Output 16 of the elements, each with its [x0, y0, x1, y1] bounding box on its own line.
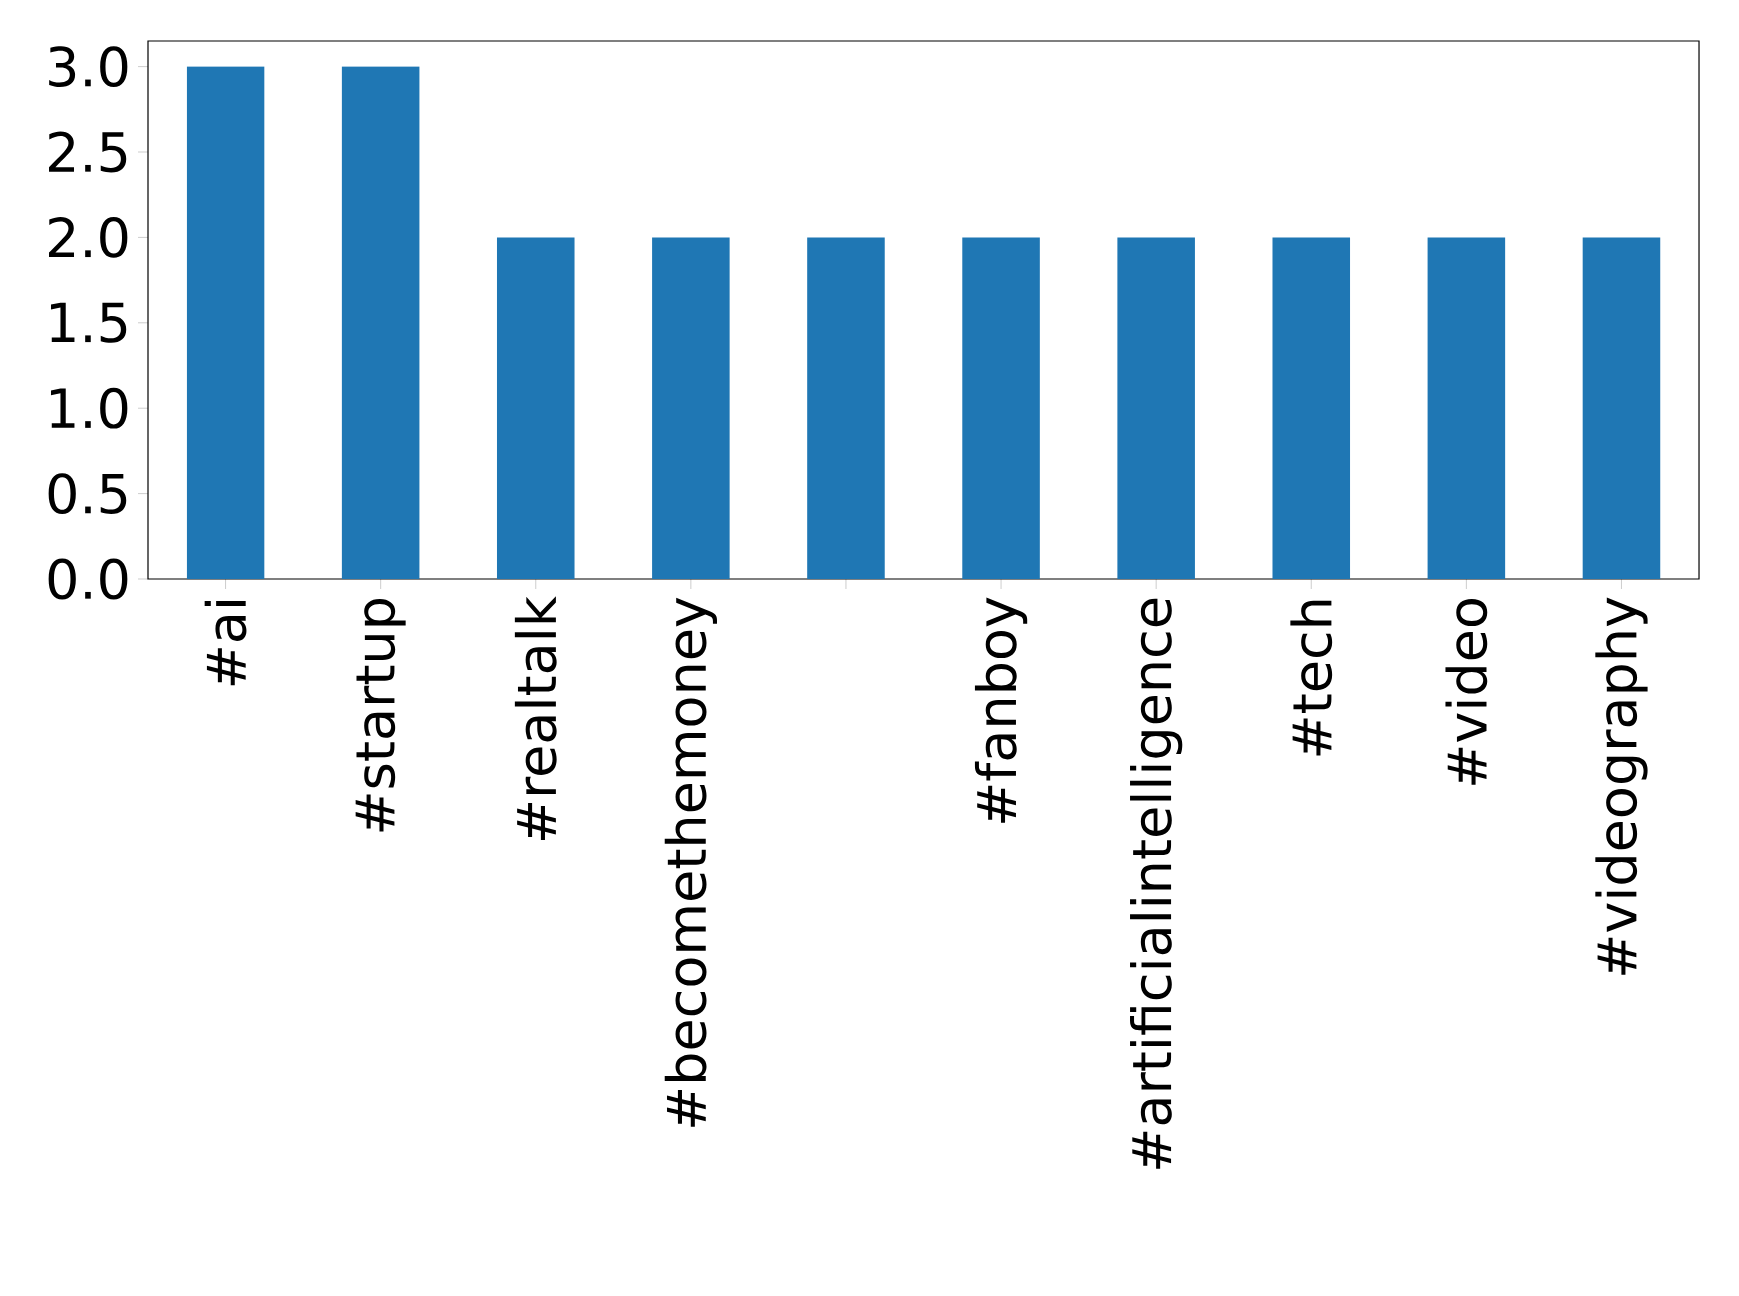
x-tick-label: #ai — [204, 601, 247, 686]
x-tick-label: #becomethemoney — [664, 597, 717, 1127]
y-tick-label: 1.0 — [50, 387, 128, 429]
y-tick-label: 1.5 — [50, 302, 127, 343]
y-tick-label: 2.5 — [49, 131, 127, 173]
x-tick-label: #realtalk — [514, 596, 557, 841]
x-tick-label: #fanboy — [974, 597, 1028, 823]
x-tick-label: #artificialintelligence — [1130, 598, 1183, 1169]
x-tick-label: #videography — [1595, 597, 1648, 975]
y-tick-label: 0.5 — [48, 473, 127, 515]
x-tick-label: #startup — [355, 599, 406, 832]
y-tick-label: 2.0 — [49, 216, 128, 258]
x-tick-label: #video — [1445, 599, 1488, 785]
y-tick-label: 0.0 — [48, 558, 128, 600]
y-tick-label: 3.0 — [49, 46, 128, 88]
x-tick-label: #tech — [1290, 600, 1333, 756]
